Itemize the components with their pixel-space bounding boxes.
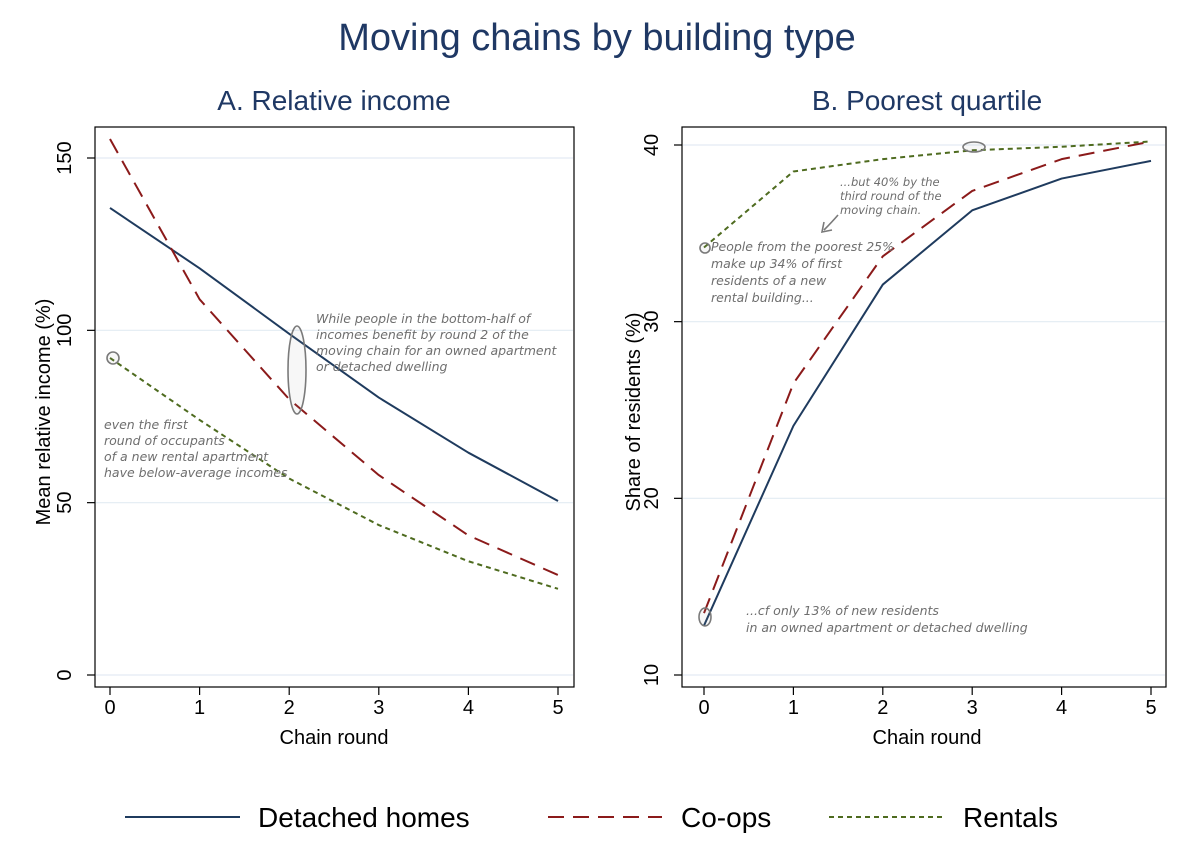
annotation-line: moving chain for an owned apartment: [316, 343, 558, 358]
series-line-detached-homes: [703, 159, 1152, 626]
legend-label: Detached homes: [258, 802, 470, 833]
x-tick-label: 2: [877, 697, 888, 719]
x-tick-label: 2: [284, 697, 295, 719]
annotation-line: ...but 40% by the: [840, 175, 940, 189]
y-tick-label: 100: [54, 314, 76, 347]
x-tick-label: 0: [698, 697, 709, 719]
annotation-marker: [698, 607, 712, 627]
annotation-marker: [699, 242, 711, 254]
y-tick-label: 50: [54, 492, 76, 514]
legend: Detached homes Co-ops Rentals: [125, 802, 1058, 833]
annotation-marker: [287, 325, 307, 415]
figure-title: Moving chains by building type: [338, 17, 856, 59]
series-line-rentals: [109, 357, 559, 590]
annotation-line: ...cf only 13% of new residents: [746, 603, 939, 618]
y-axis-label: Mean relative income (%): [33, 299, 55, 526]
plot-frame: [94, 126, 575, 688]
annotation-line: of a new rental apartment: [104, 449, 269, 464]
annotation-arrow-top: [823, 214, 839, 231]
y-axis-label: Share of residents (%): [623, 313, 645, 512]
arrow-head: [820, 221, 833, 234]
panel-b: B. Poorest quartile 10 20 30 40 0 1 2 3 4 5 Chain r…: [623, 85, 1167, 749]
x-tick-label: 3: [373, 697, 384, 719]
annotation-line: third round of the: [840, 189, 942, 203]
annotation-line: residents of a new: [711, 273, 827, 288]
x-tick-label: 5: [552, 697, 563, 719]
panel-title: B. Poorest quartile: [812, 85, 1042, 116]
y-tick-label: 30: [641, 311, 663, 333]
annotation-line: make up 34% of first: [711, 256, 843, 271]
annotation-marker: [106, 351, 120, 365]
annotation-line: People from the poorest 25%: [711, 239, 894, 254]
annotation-line: round of occupants: [104, 433, 225, 448]
annotation-line: in an owned apartment or detached dwelli…: [746, 620, 1028, 635]
panel-a: A. Relative income 0 50 100 150 0 1 2 3 4 5 Chain r…: [33, 85, 575, 749]
y-tick-label: 40: [641, 134, 663, 156]
annotation-line: incomes benefit by round 2 of the: [316, 327, 529, 342]
x-tick-label: 1: [788, 697, 799, 719]
series-line-co-ops: [703, 140, 1152, 614]
plot-frame: [681, 126, 1167, 688]
annotation-line: rental building...: [711, 290, 814, 305]
x-tick-label: 3: [967, 697, 978, 719]
series-line-detached-homes: [109, 207, 559, 502]
annotation-line: or detached dwelling: [316, 359, 448, 374]
x-tick-label: 0: [104, 697, 115, 719]
y-tick-label: 0: [54, 669, 76, 680]
panel-title: A. Relative income: [217, 85, 450, 116]
y-tick-label: 20: [641, 487, 663, 509]
x-tick-label: 1: [194, 697, 205, 719]
annotation-marker: [962, 141, 986, 153]
annotation-text: ...but 40% by the third round of the movin…: [840, 175, 942, 217]
x-tick-label: 5: [1145, 697, 1156, 719]
legend-label: Rentals: [963, 802, 1058, 833]
annotation-line: moving chain.: [840, 203, 921, 217]
y-tick-label: 10: [641, 664, 663, 686]
x-axis-label: Chain round: [873, 727, 982, 749]
annotation-line: even the first: [104, 417, 189, 432]
x-tick-label: 4: [1056, 697, 1067, 719]
series-line-rentals: [703, 140, 1152, 249]
annotation-line: have below-average incomes: [104, 465, 288, 480]
legend-label: Co-ops: [681, 802, 771, 833]
x-axis-label: Chain round: [280, 727, 389, 749]
annotation-text: ...cf only 13% of new residents in an own…: [746, 603, 1028, 635]
annotation-text: even the first round of occupants of a new…: [104, 417, 288, 480]
annotation-line: While people in the bottom-half of: [316, 311, 532, 326]
y-tick-label: 150: [54, 141, 76, 174]
x-tick-label: 4: [463, 697, 474, 719]
annotation-text: People from the poorest 25% make up 34% o…: [711, 239, 894, 305]
annotation-text: While people in the bottom-half of income…: [316, 311, 558, 374]
series-line-co-ops: [109, 138, 559, 576]
